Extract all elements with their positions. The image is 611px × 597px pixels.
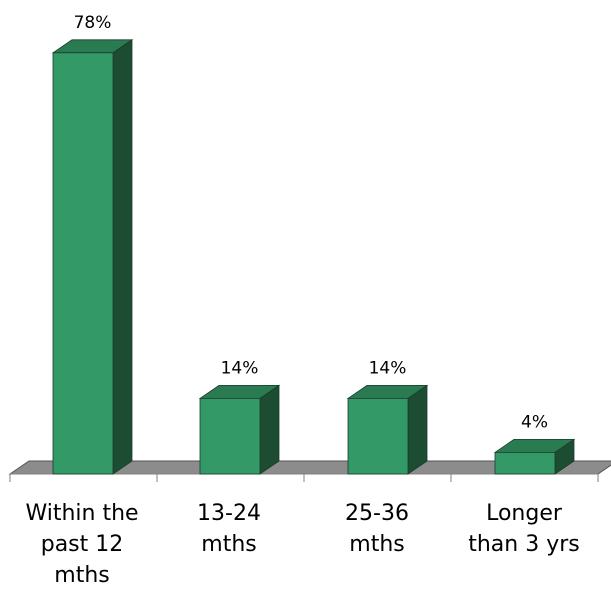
x-tick-label-line: Longer [486, 501, 563, 526]
bar [346, 384, 429, 475]
x-tick-label: 13-24 mths [197, 501, 261, 557]
x-tick-label-line: past 12 [41, 532, 124, 557]
x-tick-label: Longer than 3 yrs [468, 501, 580, 557]
x-tick-label-line: than 3 yrs [468, 532, 580, 557]
bar-front-face [494, 451, 556, 475]
x-tick-label-line: 13-24 [197, 501, 261, 526]
x-tick-label-line: mths [349, 532, 404, 557]
data-label: 4% [521, 412, 548, 432]
data-label: 14% [369, 358, 407, 378]
x-tick-label-line: mths [54, 563, 109, 588]
data-label: 14% [221, 358, 259, 378]
x-tick-label-line: mths [201, 532, 256, 557]
x-tick-label-line: 25-36 [345, 501, 409, 526]
bar-side-face [112, 39, 133, 475]
bar [493, 438, 576, 475]
bar [51, 39, 134, 475]
x-tick-label: 25-36 mths [345, 501, 409, 557]
bar-front-face [347, 397, 409, 475]
x-tick-label-line: Within the [25, 501, 138, 526]
bar-front-face [199, 397, 261, 475]
bar-side-face [259, 384, 280, 475]
bar-front-face [52, 52, 114, 475]
x-tick-label: Within the past 12 mths [25, 501, 138, 588]
bar [198, 384, 281, 475]
data-label: 78% [74, 13, 112, 33]
bar-side-face [407, 384, 428, 475]
